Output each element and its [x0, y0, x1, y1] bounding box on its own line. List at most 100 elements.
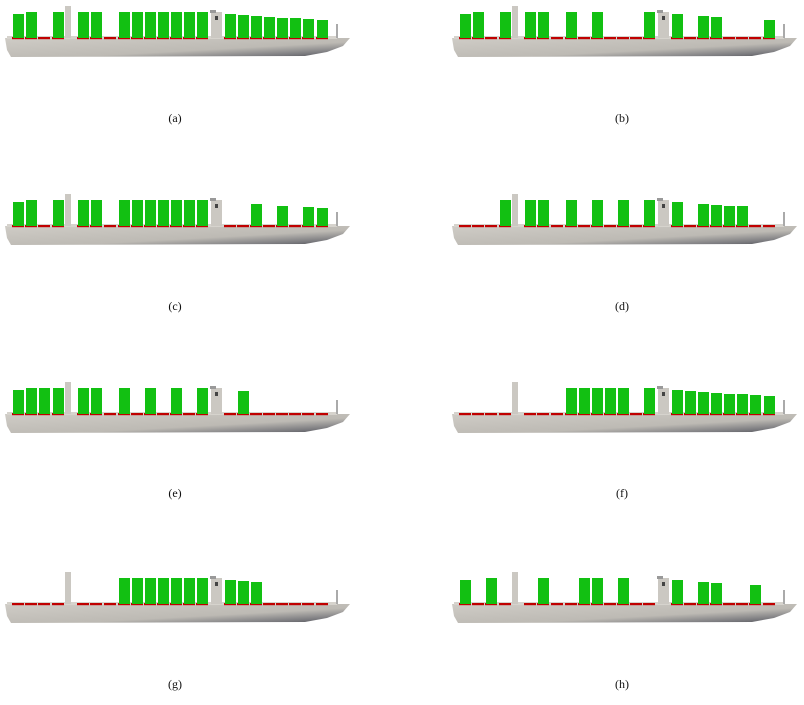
deck-marker: [90, 413, 102, 416]
deck-marker: [565, 37, 577, 40]
deck-marker: [170, 413, 182, 416]
container-stack: [750, 395, 761, 414]
container-stack: [132, 200, 143, 226]
container-stack: [525, 12, 536, 38]
deck-marker: [630, 413, 642, 416]
container-stack: [171, 12, 182, 38]
container-stack: [303, 207, 314, 226]
deck-marker: [157, 603, 169, 606]
container-stack: [711, 17, 722, 38]
container-stack: [238, 391, 249, 414]
container-stack: [644, 12, 655, 38]
deck-marker: [763, 37, 775, 40]
ship-panel: [452, 194, 797, 245]
bridge: [658, 200, 669, 226]
deck-marker: [551, 603, 563, 606]
deck-marker: [316, 413, 328, 416]
container-stack: [225, 580, 236, 604]
deck-marker: [183, 37, 195, 40]
deck-marker: [537, 37, 549, 40]
container-stack: [618, 578, 629, 604]
container-stack: [251, 582, 262, 604]
deck-marker: [537, 225, 549, 228]
deck-marker: [77, 37, 89, 40]
container-stack: [605, 388, 616, 414]
container-stack: [579, 578, 590, 604]
container-stack: [460, 580, 471, 604]
container-stack: [91, 388, 102, 414]
deck-marker: [316, 603, 328, 606]
deck-marker: [250, 37, 262, 40]
container-stack: [158, 200, 169, 226]
deck-marker: [302, 603, 314, 606]
container-stack: [197, 388, 208, 414]
container-stack: [91, 12, 102, 38]
deck-marker: [104, 225, 116, 228]
deck-marker: [144, 225, 156, 228]
deck-marker: [524, 603, 536, 606]
deck-marker: [25, 225, 37, 228]
bow-post: [336, 212, 338, 226]
deck-marker: [90, 37, 102, 40]
deck-marker: [316, 225, 328, 228]
deck-marker: [459, 413, 471, 416]
deck-marker: [551, 37, 563, 40]
deck-marker: [723, 225, 735, 228]
container-stack: [317, 20, 328, 38]
container-stack: [592, 578, 603, 604]
caption: (f): [616, 486, 628, 500]
container-stack: [724, 206, 735, 226]
container-stack: [525, 200, 536, 226]
container-stack: [538, 578, 549, 604]
deck-marker: [459, 37, 471, 40]
container-stack: [238, 581, 249, 604]
deck-marker: [196, 37, 208, 40]
deck-marker: [591, 603, 603, 606]
bridge: [211, 200, 222, 226]
deck-marker: [289, 37, 301, 40]
deck-marker: [90, 603, 102, 606]
container-stack: [711, 583, 722, 604]
container-stack: [460, 14, 471, 38]
ship-panel: [452, 572, 797, 623]
deck-marker: [643, 413, 655, 416]
deck-marker: [316, 37, 328, 40]
caption: (d): [615, 299, 629, 313]
deck-marker: [118, 413, 130, 416]
bridge-window: [662, 582, 665, 586]
deck-marker: [671, 225, 683, 228]
hull: [5, 604, 350, 623]
deck-marker: [263, 603, 275, 606]
deck-marker: [237, 413, 249, 416]
container-stack: [579, 388, 590, 414]
container-stack: [78, 388, 89, 414]
caption: (c): [168, 299, 181, 313]
caption: (e): [168, 486, 181, 500]
deck-marker: [302, 37, 314, 40]
container-stack: [473, 12, 484, 38]
container-stack: [119, 200, 130, 226]
deck-marker: [77, 413, 89, 416]
deck-marker: [12, 603, 24, 606]
deck-marker: [237, 603, 249, 606]
bridge: [211, 388, 222, 414]
mast: [512, 194, 518, 226]
deck-marker: [157, 413, 169, 416]
bridge-top: [210, 576, 216, 579]
container-stack: [290, 18, 301, 38]
deck-marker: [565, 603, 577, 606]
deck-marker: [749, 413, 761, 416]
container-stack: [197, 578, 208, 604]
mast: [512, 6, 518, 38]
deck-marker: [499, 225, 511, 228]
bridge-window: [215, 16, 218, 20]
container-stack: [486, 578, 497, 604]
container-stack: [566, 388, 577, 414]
bridge-top: [210, 198, 216, 201]
deck-marker: [38, 37, 50, 40]
mast: [65, 382, 71, 414]
ship-panel: [5, 194, 350, 245]
deck-marker: [263, 37, 275, 40]
bridge-window: [215, 204, 218, 208]
